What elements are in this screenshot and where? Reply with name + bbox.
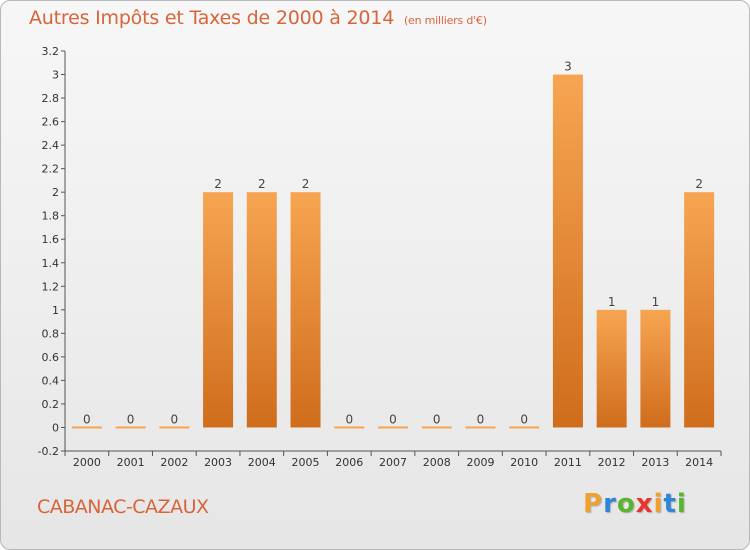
data-label: 0	[389, 412, 397, 426]
y-tick-label: 2	[52, 186, 59, 199]
data-label: 3	[564, 60, 572, 74]
x-tick-label: 2012	[598, 456, 626, 469]
x-tick-label: 2000	[73, 456, 101, 469]
bar	[596, 309, 627, 428]
y-tick-label: 0	[52, 421, 59, 434]
logo-letter: t	[663, 489, 677, 519]
x-tick-label: 2007	[379, 456, 407, 469]
data-label: 2	[258, 177, 266, 191]
x-tick-label: 2005	[292, 456, 320, 469]
data-label: 2	[214, 177, 222, 191]
x-tick-label: 2014	[685, 456, 713, 469]
x-tick-label: 2010	[510, 456, 538, 469]
bar	[71, 426, 102, 429]
bar	[246, 192, 277, 428]
logo-letter: i	[653, 489, 664, 519]
bar	[421, 426, 452, 429]
y-tick-label: 0.6	[42, 351, 60, 364]
data-label: 0	[345, 412, 353, 426]
bar	[509, 426, 540, 429]
y-tick-label: 0.8	[42, 327, 60, 340]
y-tick-label: 1.8	[42, 210, 60, 223]
bar	[203, 192, 234, 428]
chart-unit: (en milliers d'€)	[403, 14, 487, 27]
logo-letter: x	[635, 489, 654, 519]
bar	[159, 426, 190, 429]
x-tick-label: 2002	[160, 456, 188, 469]
data-label: 1	[652, 295, 660, 309]
bar	[552, 74, 583, 428]
logo-letter: P	[583, 489, 604, 519]
data-label: 0	[477, 412, 485, 426]
chart-title: Autres Impôts et Taxes de 2000 à 2014 (e…	[29, 7, 487, 29]
commune-name: CABANAC-CAZAUX	[37, 496, 209, 518]
logo-letter: r	[603, 489, 617, 519]
logo-letter: i	[676, 489, 687, 519]
bar	[290, 192, 321, 428]
data-label: 1	[608, 295, 616, 309]
data-label: 0	[520, 412, 528, 426]
x-tick-label: 2011	[554, 456, 582, 469]
data-label: 0	[171, 412, 179, 426]
y-tick-label: 2.6	[42, 116, 60, 129]
y-tick-label: 1.6	[42, 233, 60, 246]
y-tick-label: 1.4	[42, 257, 60, 270]
x-tick-label: 2013	[641, 456, 669, 469]
y-tick-label: -0.2	[38, 445, 59, 458]
x-tick-label: 2004	[248, 456, 276, 469]
y-tick-label: 3	[52, 69, 59, 82]
bar	[334, 426, 365, 429]
bar	[684, 192, 715, 428]
y-tick-label: 2.4	[42, 139, 60, 152]
proxiti-logo[interactable]: Proxiti	[583, 489, 687, 519]
y-tick-label: 0.4	[42, 374, 60, 387]
x-tick-label: 2006	[335, 456, 363, 469]
data-label: 0	[83, 412, 91, 426]
x-tick-label: 2003	[204, 456, 232, 469]
bar	[115, 426, 146, 429]
y-tick-label: 1	[52, 304, 59, 317]
bar	[465, 426, 496, 429]
data-label: 0	[433, 412, 441, 426]
data-label: 0	[127, 412, 135, 426]
y-tick-label: 1.2	[42, 280, 60, 293]
x-tick-label: 2009	[466, 456, 494, 469]
bar	[378, 426, 408, 429]
y-tick-label: 0.2	[42, 398, 60, 411]
data-label: 2	[302, 177, 310, 191]
logo-letter: o	[616, 489, 636, 519]
x-tick-label: 2008	[423, 456, 451, 469]
x-tick-label: 2001	[117, 456, 145, 469]
y-tick-label: 2.2	[42, 163, 60, 176]
data-label: 2	[695, 177, 703, 191]
chart-title-text: Autres Impôts et Taxes de 2000 à 2014	[29, 7, 395, 29]
y-tick-label: 3.2	[42, 45, 60, 58]
y-tick-label: 2.8	[42, 92, 60, 105]
bar	[640, 309, 671, 428]
